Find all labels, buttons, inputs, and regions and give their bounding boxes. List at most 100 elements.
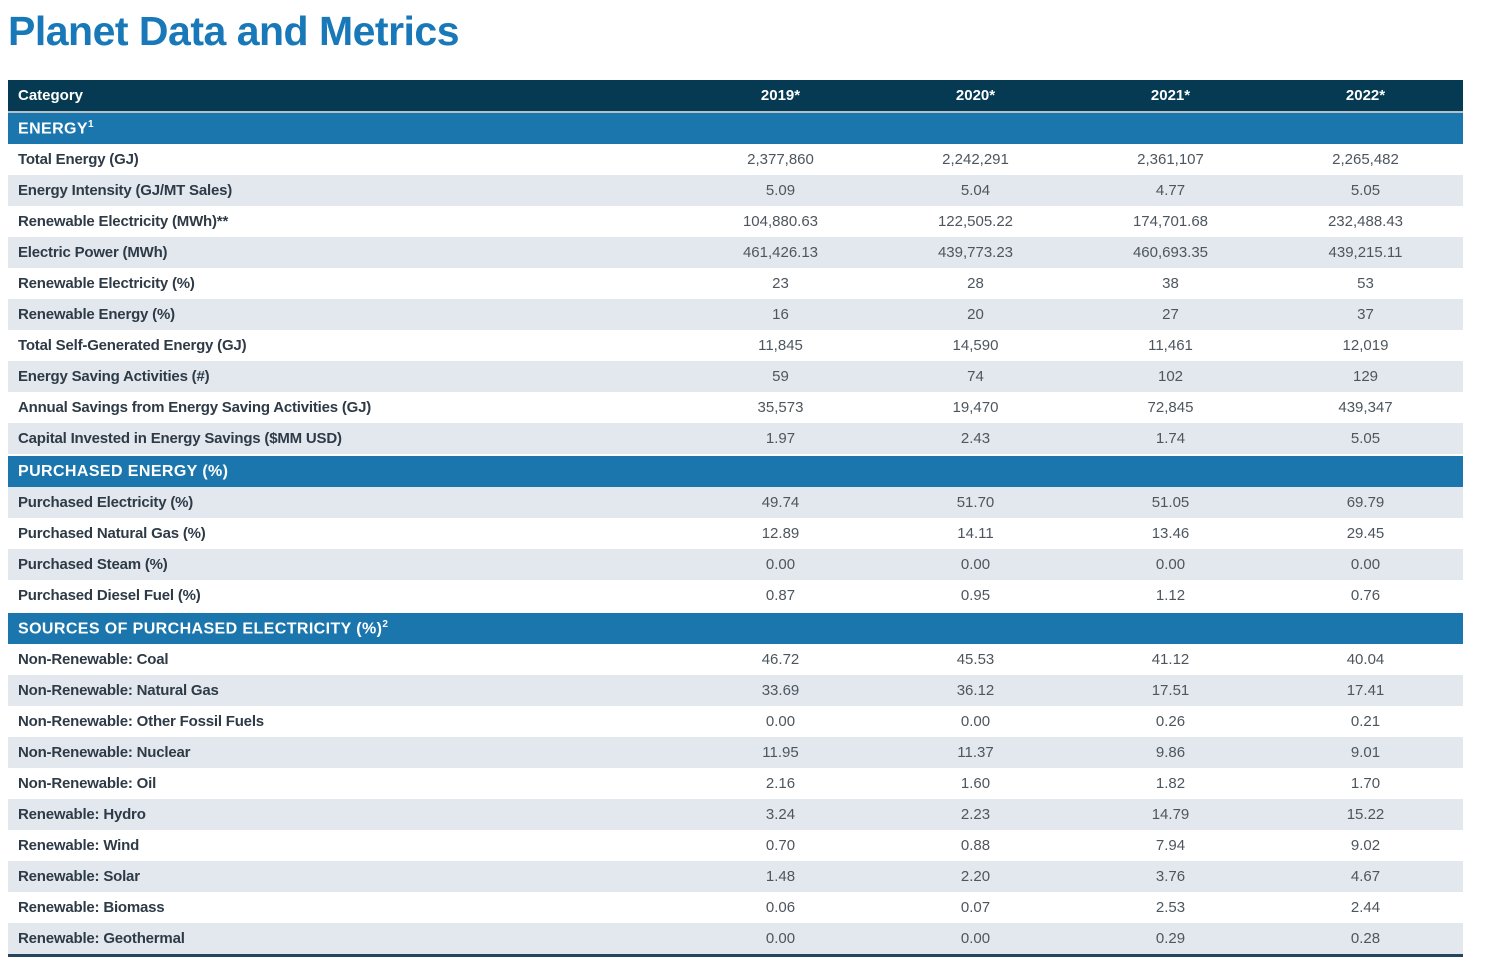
cell-value: 2.20: [960, 868, 991, 885]
cell-value: 0.87: [765, 587, 796, 604]
row-label: Renewable: Solar: [18, 868, 140, 885]
cell-value: 38: [1162, 275, 1179, 292]
row-label: Non-Renewable: Oil: [18, 775, 157, 792]
cell-value: 2.53: [1155, 899, 1186, 916]
row-label: Purchased Electricity (%): [18, 494, 194, 511]
cell-value: 3.76: [1155, 868, 1186, 885]
cell-value: 13.46: [1151, 525, 1190, 542]
cell-value: 2.44: [1350, 899, 1381, 916]
cell-value: 4.67: [1350, 868, 1381, 885]
cell-value: 15.22: [1346, 806, 1385, 823]
cell-value: 53: [1357, 275, 1374, 292]
row-label: Purchased Diesel Fuel (%): [18, 587, 201, 604]
cell-value: 11,845: [758, 337, 803, 354]
row-label: Purchased Steam (%): [18, 556, 168, 573]
table-row: Total Self-Generated Energy (GJ) 11,845 14…: [8, 330, 1463, 361]
cell-value: 0.00: [960, 930, 991, 947]
table-row: Purchased Diesel Fuel (%) 0.87 0.95 1.12 0.7…: [8, 580, 1463, 611]
table-row: Renewable: Wind 0.70 0.88 7.94 9.02: [8, 830, 1463, 861]
cell-value: 0.88: [960, 837, 991, 854]
cell-value: 1.12: [1155, 587, 1186, 604]
cell-value: 0.21: [1350, 713, 1381, 730]
cell-value: 2.16: [765, 775, 796, 792]
cell-value: 7.94: [1155, 837, 1186, 854]
cell-value: 0.00: [960, 713, 991, 730]
cell-value: 28: [967, 275, 984, 292]
cell-value: 69.79: [1346, 494, 1385, 511]
table-row: Energy Intensity (GJ/MT Sales) 5.09 5.04 4.…: [8, 175, 1463, 206]
row-label: Capital Invested in Energy Savings ($MM …: [18, 430, 342, 447]
row-label: Renewable Electricity (%): [18, 275, 195, 292]
row-label: Renewable: Hydro: [18, 806, 146, 823]
cell-value: 0.00: [765, 930, 796, 947]
cell-value: 17.51: [1151, 682, 1190, 699]
table-row: Renewable Energy (%) 16 20 27 37: [8, 299, 1463, 330]
row-label: Energy Intensity (GJ/MT Sales): [18, 182, 233, 199]
cell-value: 0.26: [1155, 713, 1186, 730]
table-row: Total Energy (GJ) 2,377,860 2,242,291 2,361…: [8, 144, 1463, 175]
cell-value: 460,693.35: [1132, 244, 1209, 261]
cell-value: 1.48: [765, 868, 796, 885]
cell-value: 2,361,107: [1137, 151, 1204, 168]
cell-value: 439,773.23: [937, 244, 1014, 261]
table-row: Non-Renewable: Other Fossil Fuels 0.00 0.0…: [8, 706, 1463, 737]
table-row: Purchased Natural Gas (%) 12.89 14.11 13.46…: [8, 518, 1463, 549]
cell-value: 51.05: [1151, 494, 1190, 511]
table-row: Electric Power (MWh) 461,426.13 439,773.23…: [8, 237, 1463, 268]
cell-value: 74: [967, 368, 984, 385]
row-label: Non-Renewable: Other Fossil Fuels: [18, 713, 264, 730]
cell-value: 11.37: [957, 744, 994, 761]
cell-value: 19,470: [952, 399, 999, 416]
table-row: Non-Renewable: Coal 46.72 45.53 41.12 40.04: [8, 644, 1463, 675]
cell-value: 439,347: [1338, 399, 1393, 416]
cell-value: 51.70: [956, 494, 995, 511]
section-header-row: SOURCES OF PURCHASED ELECTRICITY (%)2: [8, 611, 1463, 644]
cell-value: 0.07: [960, 899, 991, 916]
cell-value: 72,845: [1147, 399, 1194, 416]
cell-value: 1.60: [960, 775, 991, 792]
row-label: Purchased Natural Gas (%): [18, 525, 206, 542]
cell-value: 2,377,860: [747, 151, 814, 168]
table-row: Capital Invested in Energy Savings ($MM …: [8, 423, 1463, 454]
cell-value: 1.97: [765, 430, 796, 447]
cell-value: 0.00: [960, 556, 991, 573]
row-label: Renewable Electricity (MWh)**: [18, 213, 229, 230]
cell-value: 232,488.43: [1327, 213, 1404, 230]
cell-value: 5.09: [765, 182, 796, 199]
row-label: Renewable: Biomass: [18, 899, 165, 916]
cell-value: 59: [772, 368, 789, 385]
cell-value: 2.43: [960, 430, 991, 447]
cell-value: 104,880.63: [742, 213, 819, 230]
cell-value: 12.89: [761, 525, 800, 542]
table-header-row: Category 2019* 2020* 2021* 2022*: [8, 80, 1463, 111]
cell-value: 40.04: [1346, 651, 1385, 668]
table-row: Renewable: Solar 1.48 2.20 3.76 4.67: [8, 861, 1463, 892]
row-label: Electric Power (MWh): [18, 244, 168, 261]
cell-value: 45.53: [956, 651, 995, 668]
cell-value: 102: [1157, 368, 1184, 385]
cell-value: 4.77: [1155, 182, 1186, 199]
cell-value: 0.95: [960, 587, 991, 604]
table-row: Non-Renewable: Nuclear 11.95 11.37 9.86 9.01: [8, 737, 1463, 768]
table-row: Purchased Steam (%) 0.00 0.00 0.00 0.00: [8, 549, 1463, 580]
table-row: Renewable: Hydro 3.24 2.23 14.79 15.22: [8, 799, 1463, 830]
cell-value: 14.79: [1151, 806, 1190, 823]
column-header-year-2020: 2020*: [955, 87, 996, 104]
row-label: Total Energy (GJ): [18, 151, 139, 168]
cell-value: 174,701.68: [1132, 213, 1209, 230]
section-title: PURCHASED ENERGY (%): [18, 462, 229, 480]
row-label: Renewable: Geothermal: [18, 930, 185, 947]
cell-value: 36.12: [956, 682, 995, 699]
cell-value: 5.05: [1350, 182, 1381, 199]
cell-value: 37: [1357, 306, 1374, 323]
cell-value: 1.74: [1155, 430, 1186, 447]
cell-value: 11,461: [1148, 337, 1193, 354]
cell-value: 14.11: [957, 525, 994, 542]
cell-value: 2,242,291: [942, 151, 1009, 168]
cell-value: 1.82: [1155, 775, 1186, 792]
row-label: Renewable: Wind: [18, 837, 140, 854]
data-table: Category 2019* 2020* 2021* 2022* ENERGY1…: [8, 80, 1463, 957]
table-row: Renewable: Biomass 0.06 0.07 2.53 2.44: [8, 892, 1463, 923]
row-label: Energy Saving Activities (#): [18, 368, 210, 385]
cell-value: 0.00: [1155, 556, 1186, 573]
